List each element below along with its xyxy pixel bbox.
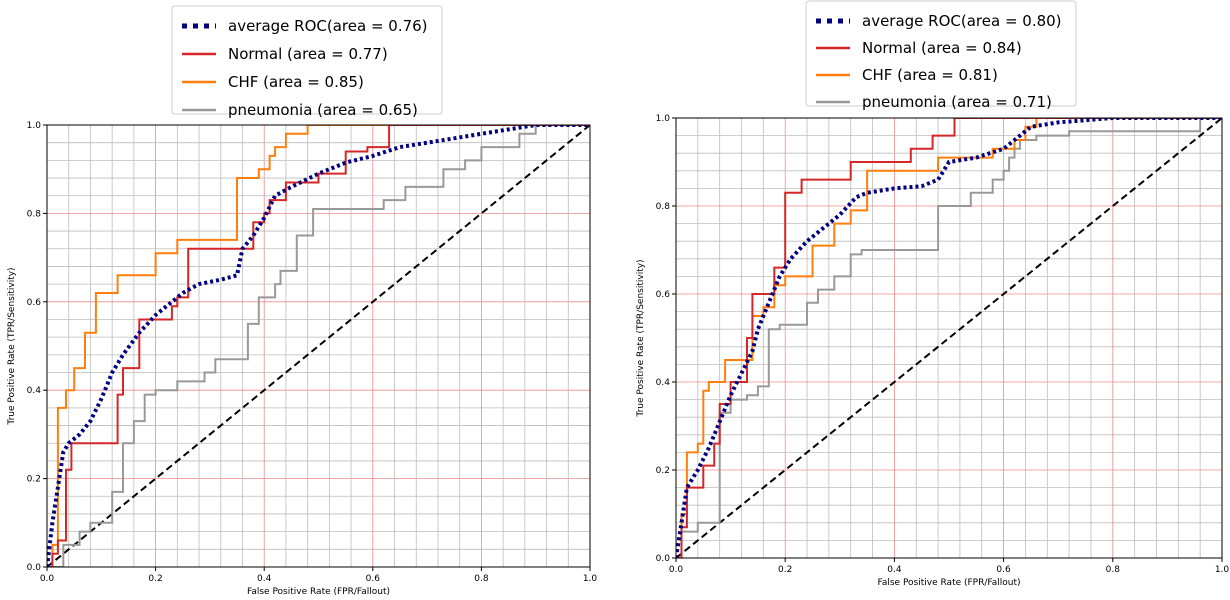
plot-frame [675, 117, 1223, 559]
x-tick-label: 0.0 [669, 565, 684, 575]
x-tick-label: 0.8 [1106, 565, 1121, 575]
y-tick-label: 0.0 [656, 554, 671, 564]
y-tick-label: 0.8 [27, 209, 42, 219]
x-tick-label: 1.0 [1215, 565, 1230, 575]
roc-chart-left: 0.0 0.2 0.4 0.6 0.8 1.0 0.0 0.2 0.4 0.6 0.8 1.0 Fals… [7, 5, 598, 597]
y-tick-label: 0.0 [27, 563, 42, 573]
y-tick-label: 0.2 [27, 475, 41, 485]
x-tick-label: 0.4 [887, 565, 902, 575]
y-tick-label: 1.0 [27, 121, 42, 131]
pneumonia-roc-line [47, 125, 590, 567]
series-group [676, 118, 1222, 558]
series-group [47, 125, 590, 567]
average-roc-line [676, 118, 1222, 558]
legend-label-pneumonia: pneumonia (area = 0.65) [228, 101, 418, 119]
x-tick-label: 0.0 [40, 574, 55, 584]
legend-label-normal: Normal (area = 0.84) [862, 39, 1022, 57]
x-tick-label: 0.6 [996, 565, 1011, 575]
legend-label-pneumonia: pneumonia (area = 0.71) [862, 93, 1052, 111]
normal-roc-line [47, 125, 590, 567]
chance-diagonal-line [676, 118, 1222, 558]
x-tick-label: 0.6 [366, 574, 381, 584]
y-tick-label: 0.4 [27, 386, 42, 396]
legend-label-normal: Normal (area = 0.77) [228, 45, 388, 63]
normal-roc-line [676, 118, 1222, 558]
y-tick-label: 0.4 [656, 378, 671, 388]
legend-box [805, 0, 1077, 107]
x-tick-label: 0.2 [778, 565, 792, 575]
legend-box [171, 5, 443, 115]
y-tick-label: 0.6 [656, 290, 671, 300]
x-tick-label: 0.8 [474, 574, 489, 584]
roc-chart-right: 0.0 0.2 0.4 0.6 0.8 1.0 0.0 0.2 0.4 0.6 0.8 1.0 Fals… [636, 0, 1230, 588]
y-tick-label: 1.0 [656, 114, 671, 124]
legend-label-average: average ROC(area = 0.76) [228, 17, 428, 35]
legend-label-chf: CHF (area = 0.85) [228, 73, 364, 91]
legend-label-chf: CHF (area = 0.81) [862, 66, 998, 84]
plot-frame [46, 124, 591, 568]
y-tick-label: 0.2 [656, 466, 670, 476]
chance-diagonal-line [47, 125, 590, 567]
grid [675, 117, 1223, 559]
y-axis-label: True Positive Rate (TPR/Sensitivity) [636, 259, 646, 417]
grid [46, 124, 591, 568]
legend-label-average: average ROC(area = 0.80) [862, 12, 1062, 30]
x-tick-label: 1.0 [583, 574, 598, 584]
x-axis-label: False Positive Rate (FPR/Fallout) [877, 578, 1020, 588]
chf-roc-line [676, 118, 1222, 558]
legend: average ROC(area = 0.80) Normal (area = 0… [805, 0, 1077, 111]
chf-roc-line [47, 125, 590, 567]
x-tick-label: 0.4 [257, 574, 272, 584]
legend: average ROC(area = 0.76) Normal (area = 0… [171, 5, 443, 119]
y-tick-label: 0.6 [27, 298, 42, 308]
y-tick-label: 0.8 [656, 202, 671, 212]
average-roc-line [47, 125, 590, 567]
x-axis-label: False Positive Rate (FPR/Fallout) [247, 587, 390, 597]
y-axis-label: True Positive Rate (TPR/Sensitivity) [7, 267, 17, 425]
x-tick-label: 0.2 [148, 574, 162, 584]
